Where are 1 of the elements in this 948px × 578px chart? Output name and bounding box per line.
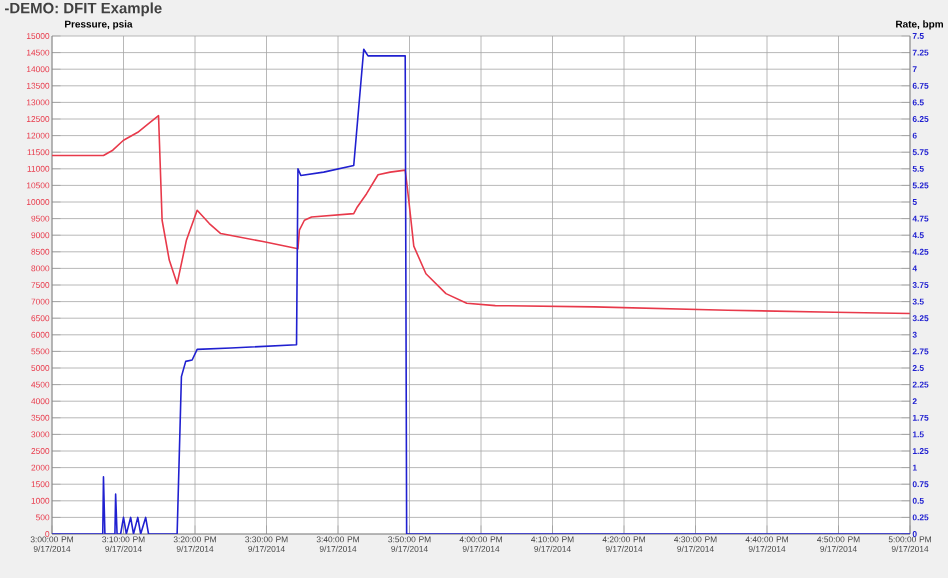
line-series xyxy=(52,114,911,315)
